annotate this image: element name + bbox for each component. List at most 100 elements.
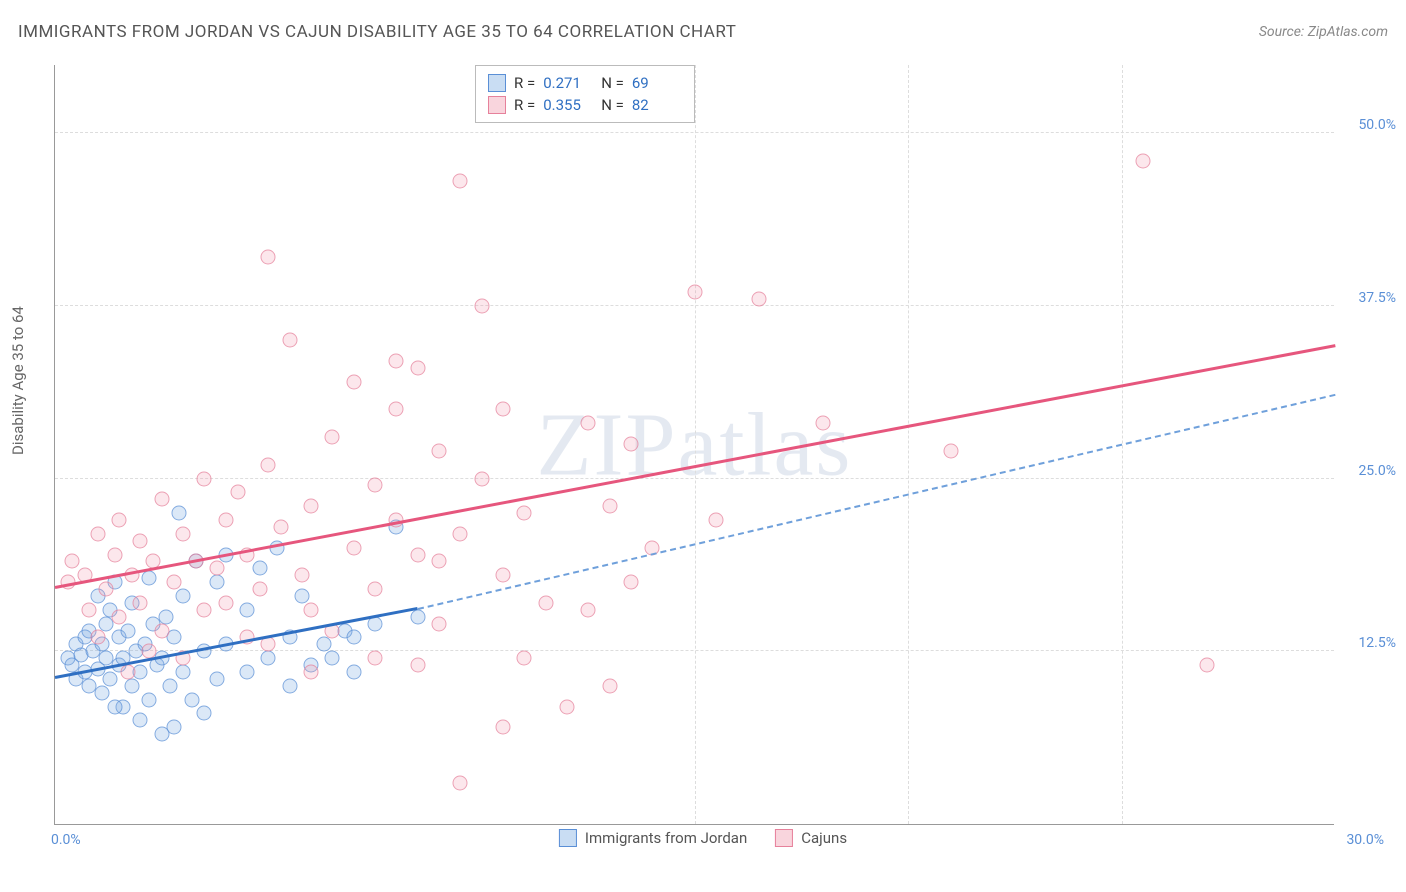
scatter-point [133, 533, 148, 548]
scatter-point [231, 485, 246, 500]
scatter-point [103, 671, 118, 686]
scatter-point [176, 665, 191, 680]
scatter-point [141, 571, 156, 586]
legend-n-label: N = [601, 74, 624, 92]
plot-area: ZIPatlas R = 0.271 N = 69 R = 0.355 N = … [54, 65, 1334, 825]
scatter-point [261, 651, 276, 666]
scatter-point [1200, 658, 1215, 673]
scatter-point [944, 443, 959, 458]
scatter-point [368, 582, 383, 597]
legend-r-value: 0.355 [543, 96, 593, 114]
scatter-point [602, 499, 617, 514]
scatter-point [154, 492, 169, 507]
scatter-point [389, 402, 404, 417]
scatter-point [197, 471, 212, 486]
legend-label: Cajuns [801, 829, 847, 847]
scatter-point [624, 437, 639, 452]
scatter-point [453, 174, 468, 189]
correlation-legend: R = 0.271 N = 69 R = 0.355 N = 82 [475, 65, 695, 123]
scatter-point [94, 685, 109, 700]
scatter-point [304, 499, 319, 514]
scatter-point [107, 699, 122, 714]
scatter-point [218, 513, 233, 528]
scatter-point [410, 547, 425, 562]
scatter-point [496, 720, 511, 735]
scatter-point [282, 333, 297, 348]
scatter-point [410, 609, 425, 624]
scatter-point [453, 775, 468, 790]
y-tick-label: 25.0% [1358, 463, 1396, 479]
scatter-point [167, 720, 182, 735]
scatter-point [368, 651, 383, 666]
scatter-point [368, 478, 383, 493]
scatter-point [210, 671, 225, 686]
scatter-point [410, 658, 425, 673]
y-tick-label: 50.0% [1358, 117, 1396, 133]
scatter-point [346, 630, 361, 645]
chart-container: Disability Age 35 to 64 ZIPatlas R = 0.2… [0, 55, 1406, 855]
scatter-point [197, 602, 212, 617]
scatter-point [496, 568, 511, 583]
x-tick-label: 0.0% [51, 832, 81, 848]
scatter-point [274, 519, 289, 534]
scatter-point [133, 713, 148, 728]
scatter-point [496, 402, 511, 417]
scatter-point [99, 582, 114, 597]
scatter-point [124, 678, 139, 693]
legend-item: Immigrants from Jordan [559, 829, 747, 847]
y-axis-label: Disability Age 35 to 64 [9, 306, 27, 455]
scatter-point [816, 416, 831, 431]
legend-label: Immigrants from Jordan [585, 829, 747, 847]
x-tick-label: 30.0% [1346, 832, 1384, 848]
scatter-point [346, 540, 361, 555]
source-label: Source: ZipAtlas.com [1259, 24, 1388, 40]
scatter-point [184, 692, 199, 707]
legend-swatch-series2 [488, 96, 506, 114]
scatter-point [154, 623, 169, 638]
scatter-point [176, 589, 191, 604]
scatter-point [218, 595, 233, 610]
gridline [908, 65, 909, 824]
scatter-point [346, 665, 361, 680]
chart-title: IMMIGRANTS FROM JORDAN VS CAJUN DISABILI… [18, 22, 736, 42]
scatter-point [295, 589, 310, 604]
scatter-point [176, 526, 191, 541]
scatter-point [133, 595, 148, 610]
scatter-point [304, 602, 319, 617]
scatter-point [252, 561, 267, 576]
legend-swatch-series1 [559, 829, 577, 847]
scatter-point [325, 651, 340, 666]
scatter-point [752, 291, 767, 306]
scatter-point [210, 561, 225, 576]
scatter-point [82, 602, 97, 617]
scatter-point [410, 361, 425, 376]
series-legend: Immigrants from Jordan Cajuns [559, 829, 847, 847]
scatter-point [1136, 153, 1151, 168]
scatter-point [90, 526, 105, 541]
scatter-point [517, 506, 532, 521]
scatter-point [282, 678, 297, 693]
scatter-point [107, 547, 122, 562]
scatter-point [316, 637, 331, 652]
scatter-point [65, 554, 80, 569]
trend-line [417, 394, 1335, 610]
scatter-point [709, 513, 724, 528]
legend-n-value: 82 [632, 96, 682, 114]
scatter-point [167, 575, 182, 590]
legend-item: Cajuns [775, 829, 847, 847]
scatter-point [325, 430, 340, 445]
scatter-point [197, 706, 212, 721]
y-tick-label: 12.5% [1358, 635, 1396, 651]
scatter-point [133, 665, 148, 680]
scatter-point [261, 250, 276, 265]
legend-n-value: 69 [632, 74, 682, 92]
scatter-point [120, 665, 135, 680]
scatter-point [432, 554, 447, 569]
scatter-point [163, 678, 178, 693]
legend-r-label: R = [514, 96, 535, 114]
scatter-point [120, 623, 135, 638]
legend-r-value: 0.271 [543, 74, 593, 92]
scatter-point [261, 457, 276, 472]
scatter-point [304, 665, 319, 680]
scatter-point [90, 630, 105, 645]
